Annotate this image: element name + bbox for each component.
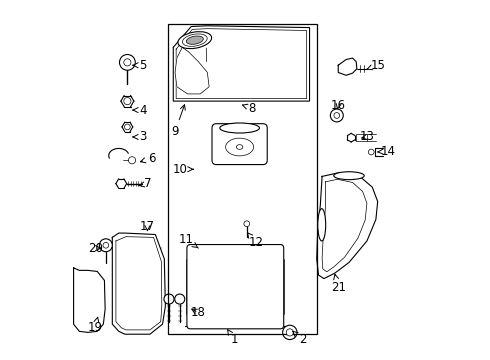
Text: 21: 21 <box>331 274 346 294</box>
Text: 19: 19 <box>88 317 102 333</box>
FancyBboxPatch shape <box>187 244 284 329</box>
Text: 2: 2 <box>293 331 306 346</box>
Circle shape <box>283 325 297 339</box>
Circle shape <box>164 294 174 304</box>
Polygon shape <box>112 233 166 334</box>
Circle shape <box>120 54 135 70</box>
Text: 1: 1 <box>228 330 238 346</box>
Bar <box>168 24 317 334</box>
Text: 3: 3 <box>133 130 147 144</box>
Text: 14: 14 <box>378 145 396 158</box>
Text: 5: 5 <box>133 59 147 72</box>
Text: 6: 6 <box>141 152 155 165</box>
FancyBboxPatch shape <box>212 124 267 165</box>
Polygon shape <box>317 173 378 279</box>
Text: 7: 7 <box>139 177 152 190</box>
Text: 18: 18 <box>191 306 206 319</box>
Text: 11: 11 <box>178 233 198 248</box>
Circle shape <box>286 329 294 336</box>
Ellipse shape <box>186 36 203 44</box>
Text: 20: 20 <box>88 242 102 255</box>
Polygon shape <box>338 58 357 75</box>
Circle shape <box>330 109 343 122</box>
Polygon shape <box>74 268 105 332</box>
Text: 17: 17 <box>140 220 155 233</box>
Circle shape <box>175 294 185 304</box>
Ellipse shape <box>220 123 259 133</box>
Polygon shape <box>175 47 209 94</box>
FancyBboxPatch shape <box>356 134 367 141</box>
Text: 10: 10 <box>173 163 194 176</box>
Circle shape <box>128 157 136 164</box>
Text: 4: 4 <box>133 104 147 117</box>
Text: 8: 8 <box>243 102 256 115</box>
Text: 13: 13 <box>360 130 374 144</box>
Text: 15: 15 <box>367 59 385 72</box>
Text: 12: 12 <box>247 233 263 249</box>
Circle shape <box>99 239 112 252</box>
Text: 16: 16 <box>331 99 346 112</box>
Ellipse shape <box>334 172 364 180</box>
Circle shape <box>244 221 250 226</box>
Ellipse shape <box>178 32 212 49</box>
Text: 9: 9 <box>172 105 185 138</box>
Polygon shape <box>173 26 310 101</box>
Ellipse shape <box>318 209 326 241</box>
